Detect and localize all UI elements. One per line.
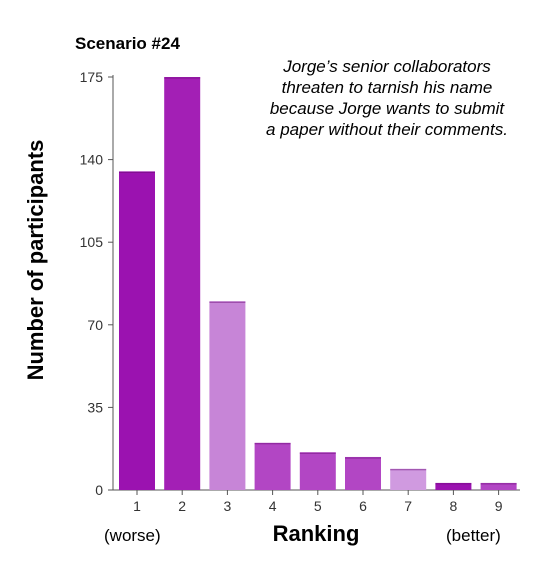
- y-tick-label: 175: [80, 69, 104, 85]
- bar: [435, 482, 472, 490]
- y-tick-label: 0: [95, 482, 103, 498]
- y-tick-label: 35: [87, 399, 103, 415]
- x-tick-label: 9: [495, 498, 503, 514]
- y-tick-label: 105: [80, 234, 104, 250]
- x-axis-worse-note: (worse): [104, 526, 161, 545]
- bar: [254, 442, 291, 490]
- bar: [299, 452, 336, 490]
- x-tick-label: 1: [133, 498, 141, 514]
- bar: [209, 301, 246, 490]
- x-axis-better-note: (better): [446, 526, 501, 545]
- chart-title: Scenario #24: [75, 34, 180, 53]
- bar: [480, 482, 517, 490]
- bar: [345, 456, 381, 490]
- x-tick-label: 7: [404, 498, 412, 514]
- x-axis-label: Ranking: [272, 521, 360, 546]
- x-tick-label: 3: [224, 498, 232, 514]
- y-tick-label: 140: [80, 152, 104, 168]
- x-tick-label: 4: [269, 498, 277, 514]
- y-tick-label: 70: [87, 317, 103, 333]
- x-tick-label: 5: [314, 498, 322, 514]
- bar: [390, 468, 427, 490]
- chart-annotation: Jorge’s senior collaborators threaten to…: [266, 57, 508, 139]
- bar: [164, 77, 201, 490]
- x-tick-label: 6: [359, 498, 367, 514]
- bar: [119, 171, 155, 490]
- x-tick-label: 8: [450, 498, 458, 514]
- x-tick-label: 2: [178, 498, 186, 514]
